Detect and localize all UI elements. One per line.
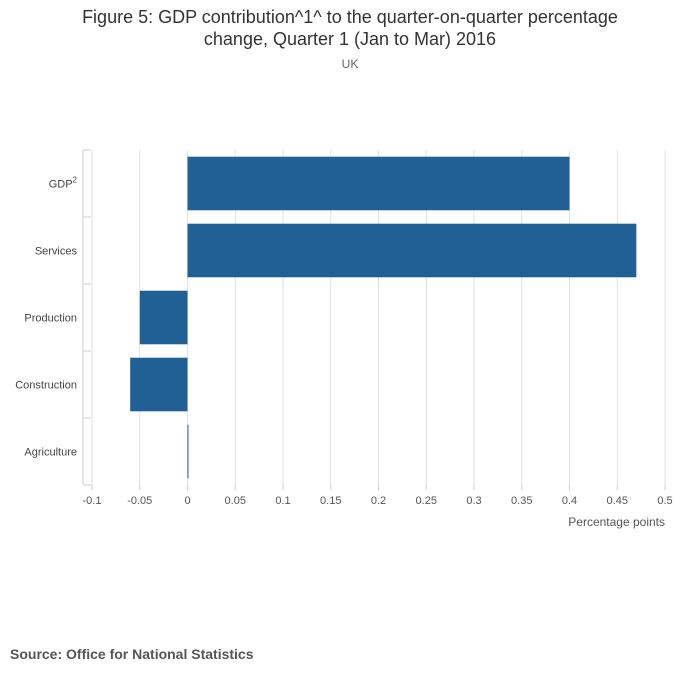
footnote-superscript: 2 <box>73 176 78 185</box>
x-tick-label: -0.1 <box>83 495 102 507</box>
bar-gdp <box>187 156 570 211</box>
x-tick-label: 0.35 <box>511 495 532 507</box>
bar-agriculture <box>187 424 189 479</box>
y-category-label: Construction <box>15 380 77 392</box>
x-tick-label: 0.3 <box>466 495 481 507</box>
chart-title: Figure 5: GDP contribution^1^ to the qua… <box>30 6 670 50</box>
x-tick-label: 0.25 <box>416 495 437 507</box>
x-tick-label: 0 <box>184 495 190 507</box>
x-tick-label: 0.45 <box>607 495 628 507</box>
bar-services <box>187 223 637 278</box>
y-category-label: Production <box>24 313 77 325</box>
bar-construction <box>130 357 188 412</box>
x-tick-label: 0.2 <box>371 495 386 507</box>
y-category-label: GDP2 <box>49 176 78 191</box>
bar-production <box>139 290 188 345</box>
x-tick-label: 0.5 <box>657 495 672 507</box>
chart-title-line-1: Figure 5: GDP contribution^1^ to the qua… <box>82 7 618 27</box>
y-category-label: Services <box>35 246 78 258</box>
y-category-label: Agriculture <box>24 447 77 459</box>
x-tick-label: 0.1 <box>275 495 290 507</box>
x-tick-label: 0.15 <box>320 495 341 507</box>
x-tick-label: -0.05 <box>127 495 152 507</box>
chart-subtitle: UK <box>341 57 359 71</box>
x-axis-label: Percentage points <box>568 515 665 529</box>
chart-title-line-2: change, Quarter 1 (Jan to Mar) 2016 <box>203 29 497 49</box>
source-note: Source: Office for National Statistics <box>10 646 254 662</box>
x-tick-label: 0.4 <box>562 495 577 507</box>
x-tick-label: 0.05 <box>225 495 246 507</box>
